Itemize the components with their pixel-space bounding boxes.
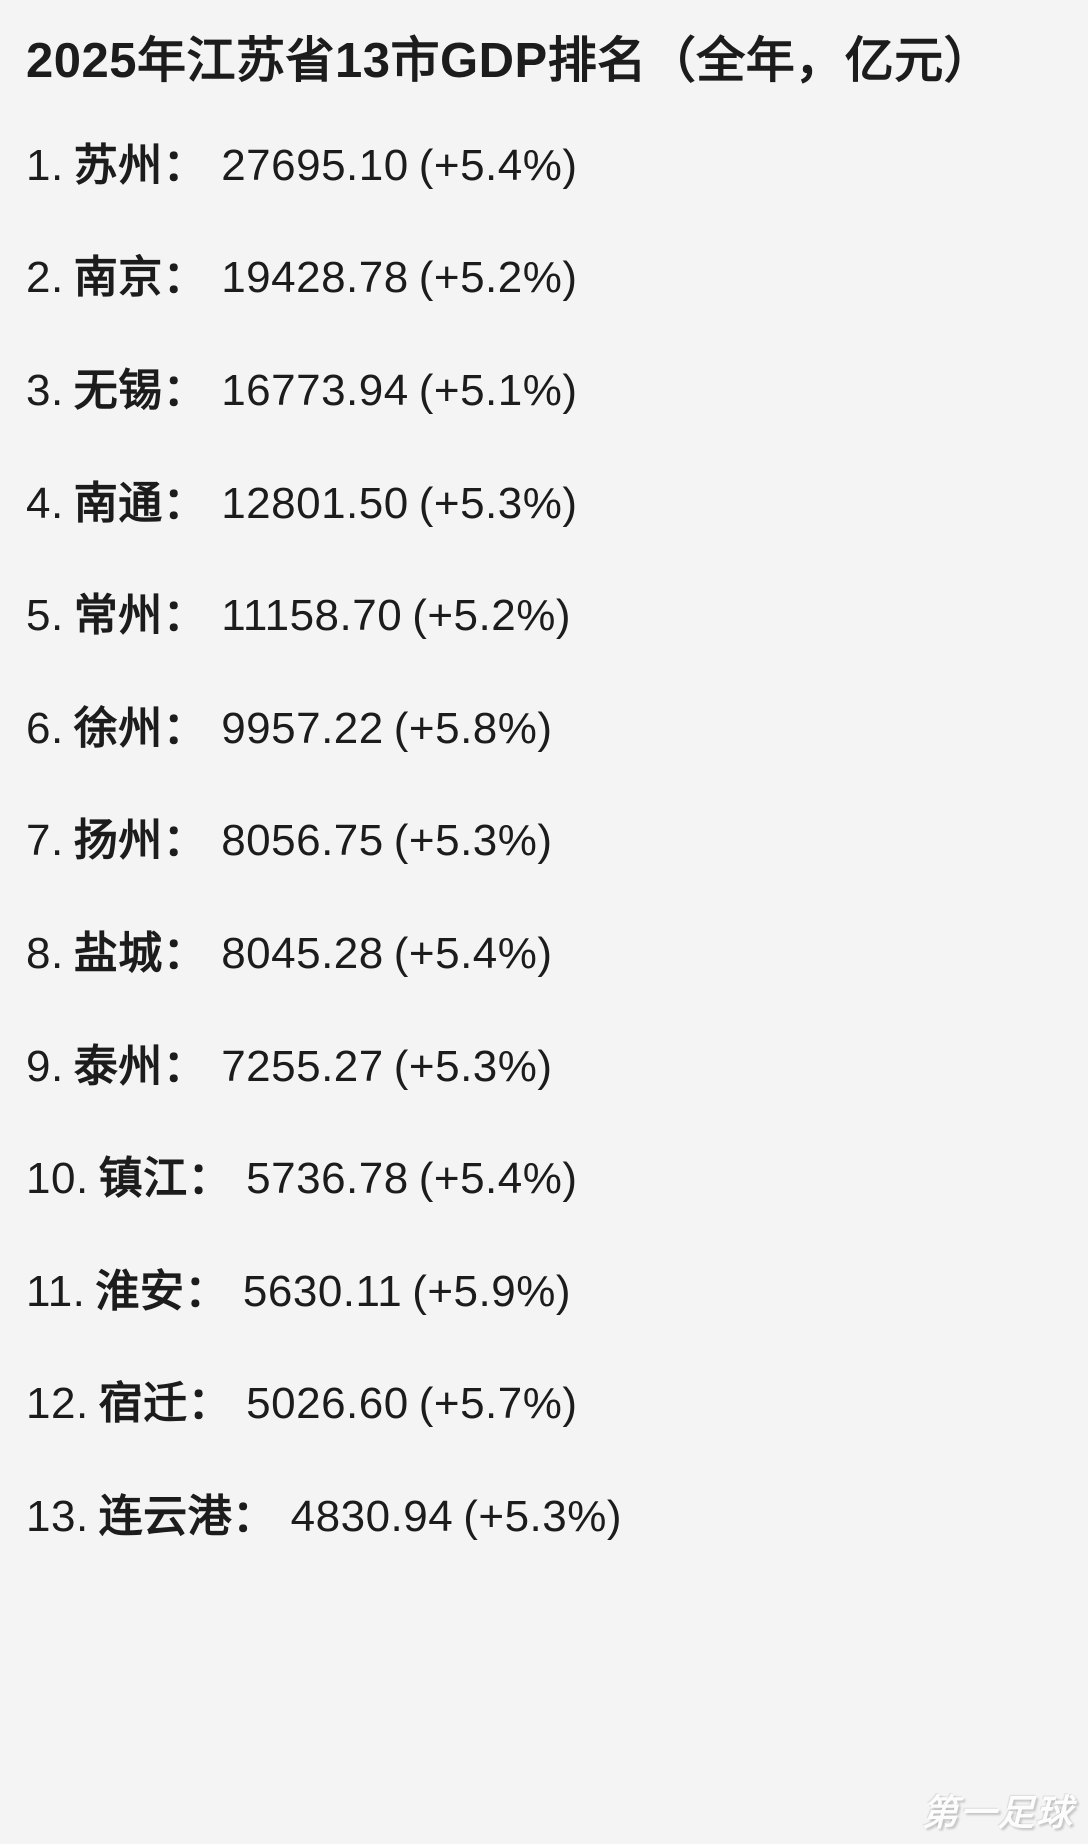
rank-number: 6. bbox=[26, 703, 64, 753]
ranking-row: 2. 南京： 19428.78 (+5.2%) bbox=[26, 253, 1068, 304]
growth-rate: (+5.4%) bbox=[418, 1154, 578, 1204]
rank-number: 9. bbox=[26, 1041, 64, 1091]
gdp-value: 5026.60 bbox=[246, 1379, 409, 1429]
colon-separator: ： bbox=[162, 703, 208, 753]
gdp-value: 4830.94 bbox=[290, 1491, 454, 1541]
page: 2025年江苏省13市GDP排名（全年，亿元） 1. 苏州： 27695.10 (+5… bbox=[26, 34, 1068, 1543]
colon-separator: ： bbox=[162, 478, 208, 528]
gdp-value: 12801.50 bbox=[221, 478, 409, 528]
ranking-row: 1. 苏州： 27695.10 (+5.4%) bbox=[26, 141, 1068, 192]
colon-separator: ： bbox=[162, 140, 208, 190]
growth-rate: (+5.9%) bbox=[412, 1266, 571, 1316]
growth-rate: (+5.3%) bbox=[463, 1491, 623, 1541]
colon-separator: ： bbox=[162, 1041, 208, 1091]
city-name: 宿迁 bbox=[98, 1379, 188, 1429]
rank-number: 5. bbox=[26, 591, 64, 641]
ranking-row: 5. 常州： 11158.70 (+5.2%) bbox=[26, 591, 1068, 642]
ranking-row: 3. 无锡： 16773.94 (+5.1%) bbox=[26, 366, 1068, 417]
colon-separator: ： bbox=[162, 365, 208, 415]
city-name: 扬州 bbox=[73, 816, 163, 866]
ranking-row: 8. 盐城： 8045.28 (+5.4%) bbox=[26, 929, 1068, 980]
city-name: 镇江 bbox=[98, 1154, 188, 1204]
gdp-value: 9957.22 bbox=[221, 703, 384, 753]
rank-number: 13. bbox=[26, 1491, 89, 1541]
colon-separator: ： bbox=[232, 1491, 277, 1541]
growth-rate: (+5.3%) bbox=[393, 1041, 553, 1091]
gdp-ranking-list: 1. 苏州： 27695.10 (+5.4%) 2. 南京： 19428.78 (+5.2%… bbox=[26, 141, 1068, 1543]
growth-rate: (+5.1%) bbox=[418, 365, 578, 415]
city-name: 淮安 bbox=[95, 1266, 185, 1316]
rank-number: 1. bbox=[26, 140, 64, 190]
colon-separator: ： bbox=[162, 816, 208, 866]
rank-number: 8. bbox=[26, 928, 64, 978]
city-name: 徐州 bbox=[73, 703, 163, 753]
gdp-value: 7255.27 bbox=[221, 1041, 384, 1091]
city-name: 泰州 bbox=[73, 1041, 163, 1091]
colon-separator: ： bbox=[184, 1266, 229, 1316]
colon-separator: ： bbox=[162, 928, 208, 978]
growth-rate: (+5.8%) bbox=[393, 703, 553, 753]
rank-number: 7. bbox=[26, 816, 64, 866]
city-name: 盐城 bbox=[73, 928, 163, 978]
gdp-value: 19428.78 bbox=[221, 253, 409, 303]
gdp-value: 27695.10 bbox=[221, 140, 409, 190]
rank-number: 11. bbox=[26, 1266, 86, 1316]
page-title: 2025年江苏省13市GDP排名（全年，亿元） bbox=[26, 34, 994, 88]
colon-separator: ： bbox=[162, 591, 208, 641]
ranking-row: 10. 镇江： 5736.78 (+5.4%) bbox=[26, 1154, 1068, 1205]
colon-separator: ： bbox=[187, 1154, 233, 1204]
rank-number: 4. bbox=[26, 478, 64, 528]
gdp-value: 5630.11 bbox=[242, 1266, 403, 1316]
ranking-row: 13. 连云港： 4830.94 (+5.3%) bbox=[26, 1492, 1068, 1543]
ranking-row: 4. 南通： 12801.50 (+5.3%) bbox=[26, 479, 1068, 530]
growth-rate: (+5.3%) bbox=[418, 478, 578, 528]
city-name: 苏州 bbox=[73, 140, 163, 190]
gdp-value: 8045.28 bbox=[221, 928, 384, 978]
rank-number: 10. bbox=[26, 1154, 89, 1204]
rank-number: 2. bbox=[26, 253, 64, 303]
city-name: 常州 bbox=[73, 591, 163, 641]
gdp-value: 16773.94 bbox=[221, 365, 409, 415]
ranking-row: 9. 泰州： 7255.27 (+5.3%) bbox=[26, 1042, 1068, 1093]
ranking-row: 11. 淮安： 5630.11 (+5.9%) bbox=[26, 1267, 1068, 1318]
growth-rate: (+5.2%) bbox=[418, 253, 578, 303]
city-name: 南京 bbox=[73, 253, 163, 303]
rank-number: 3. bbox=[26, 365, 64, 415]
ranking-row: 12. 宿迁： 5026.60 (+5.7%) bbox=[26, 1379, 1068, 1430]
city-name: 连云港 bbox=[98, 1491, 233, 1541]
gdp-value: 8056.75 bbox=[221, 816, 384, 866]
growth-rate: (+5.3%) bbox=[393, 816, 553, 866]
ranking-row: 6. 徐州： 9957.22 (+5.8%) bbox=[26, 704, 1068, 755]
ranking-row: 7. 扬州： 8056.75 (+5.3%) bbox=[26, 816, 1068, 867]
growth-rate: (+5.4%) bbox=[393, 928, 553, 978]
colon-separator: ： bbox=[162, 253, 208, 303]
gdp-value: 11158.70 bbox=[221, 591, 403, 641]
growth-rate: (+5.4%) bbox=[418, 140, 578, 190]
city-name: 南通 bbox=[73, 478, 163, 528]
rank-number: 12. bbox=[26, 1379, 89, 1429]
colon-separator: ： bbox=[187, 1379, 233, 1429]
growth-rate: (+5.7%) bbox=[418, 1379, 578, 1429]
growth-rate: (+5.2%) bbox=[412, 591, 571, 641]
gdp-value: 5736.78 bbox=[246, 1154, 409, 1204]
watermark: 第一足球 bbox=[921, 1792, 1074, 1833]
city-name: 无锡 bbox=[73, 365, 163, 415]
